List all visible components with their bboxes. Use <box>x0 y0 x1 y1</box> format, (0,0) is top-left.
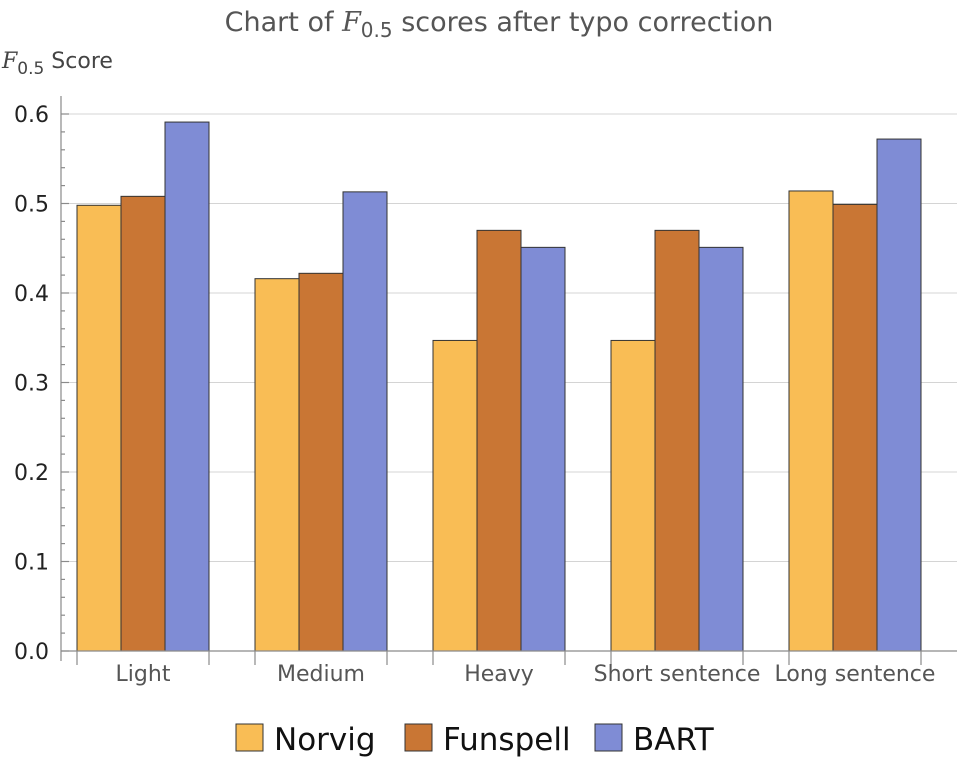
x-tick-label: Medium <box>277 662 365 687</box>
ylabel-symbol: F <box>1 49 18 74</box>
bar <box>788 190 834 652</box>
y-tick-label: 0.3 <box>14 372 49 397</box>
bar <box>432 339 478 652</box>
title-symbol: F <box>341 7 362 38</box>
bar <box>254 278 300 652</box>
legend-swatch <box>404 723 433 752</box>
y-tick-label: 0.1 <box>14 551 49 576</box>
bar <box>164 121 210 652</box>
bar <box>698 246 744 652</box>
ylabel-subscript: 0.5 <box>17 59 44 79</box>
x-tick-label: Heavy <box>464 662 534 687</box>
y-tick-label: 0.6 <box>14 103 49 128</box>
chart-title: Chart of F0.5 scores after typo correcti… <box>225 7 774 42</box>
y-tick-label: 0.5 <box>14 193 49 218</box>
bar <box>610 339 656 652</box>
bar <box>76 204 122 652</box>
y-tick-label: 0.0 <box>14 640 49 665</box>
legend-swatch <box>594 723 623 752</box>
y-axis-ticks: 0.0 0.1 0.2 0.3 0.4 0.5 0.6 <box>14 103 49 665</box>
bar <box>876 138 922 652</box>
legend-label: BART <box>633 722 715 758</box>
x-tick-label: Short sentence <box>594 662 761 687</box>
axes <box>60 96 957 665</box>
bar <box>476 229 522 652</box>
bar <box>120 195 166 652</box>
y-axis-label: F0.5 Score <box>1 49 113 79</box>
bar <box>342 191 388 652</box>
legend-label: Norvig <box>274 722 376 758</box>
x-tick-label: Long sentence <box>775 662 936 687</box>
bar <box>832 203 878 652</box>
bar <box>298 272 344 652</box>
bar <box>520 246 566 652</box>
x-tick-label: Light <box>116 662 171 687</box>
legend: Norvig Funspell BART <box>235 722 715 758</box>
legend-label: Funspell <box>443 722 571 758</box>
title-subscript: 0.5 <box>361 18 393 42</box>
y-tick-label: 0.4 <box>14 282 49 307</box>
bars <box>76 121 922 652</box>
x-axis-ticks: Light Medium Heavy Short sentence Long sente… <box>116 662 936 687</box>
bar <box>654 229 700 652</box>
y-tick-label: 0.2 <box>14 461 49 486</box>
legend-swatch <box>235 723 264 752</box>
